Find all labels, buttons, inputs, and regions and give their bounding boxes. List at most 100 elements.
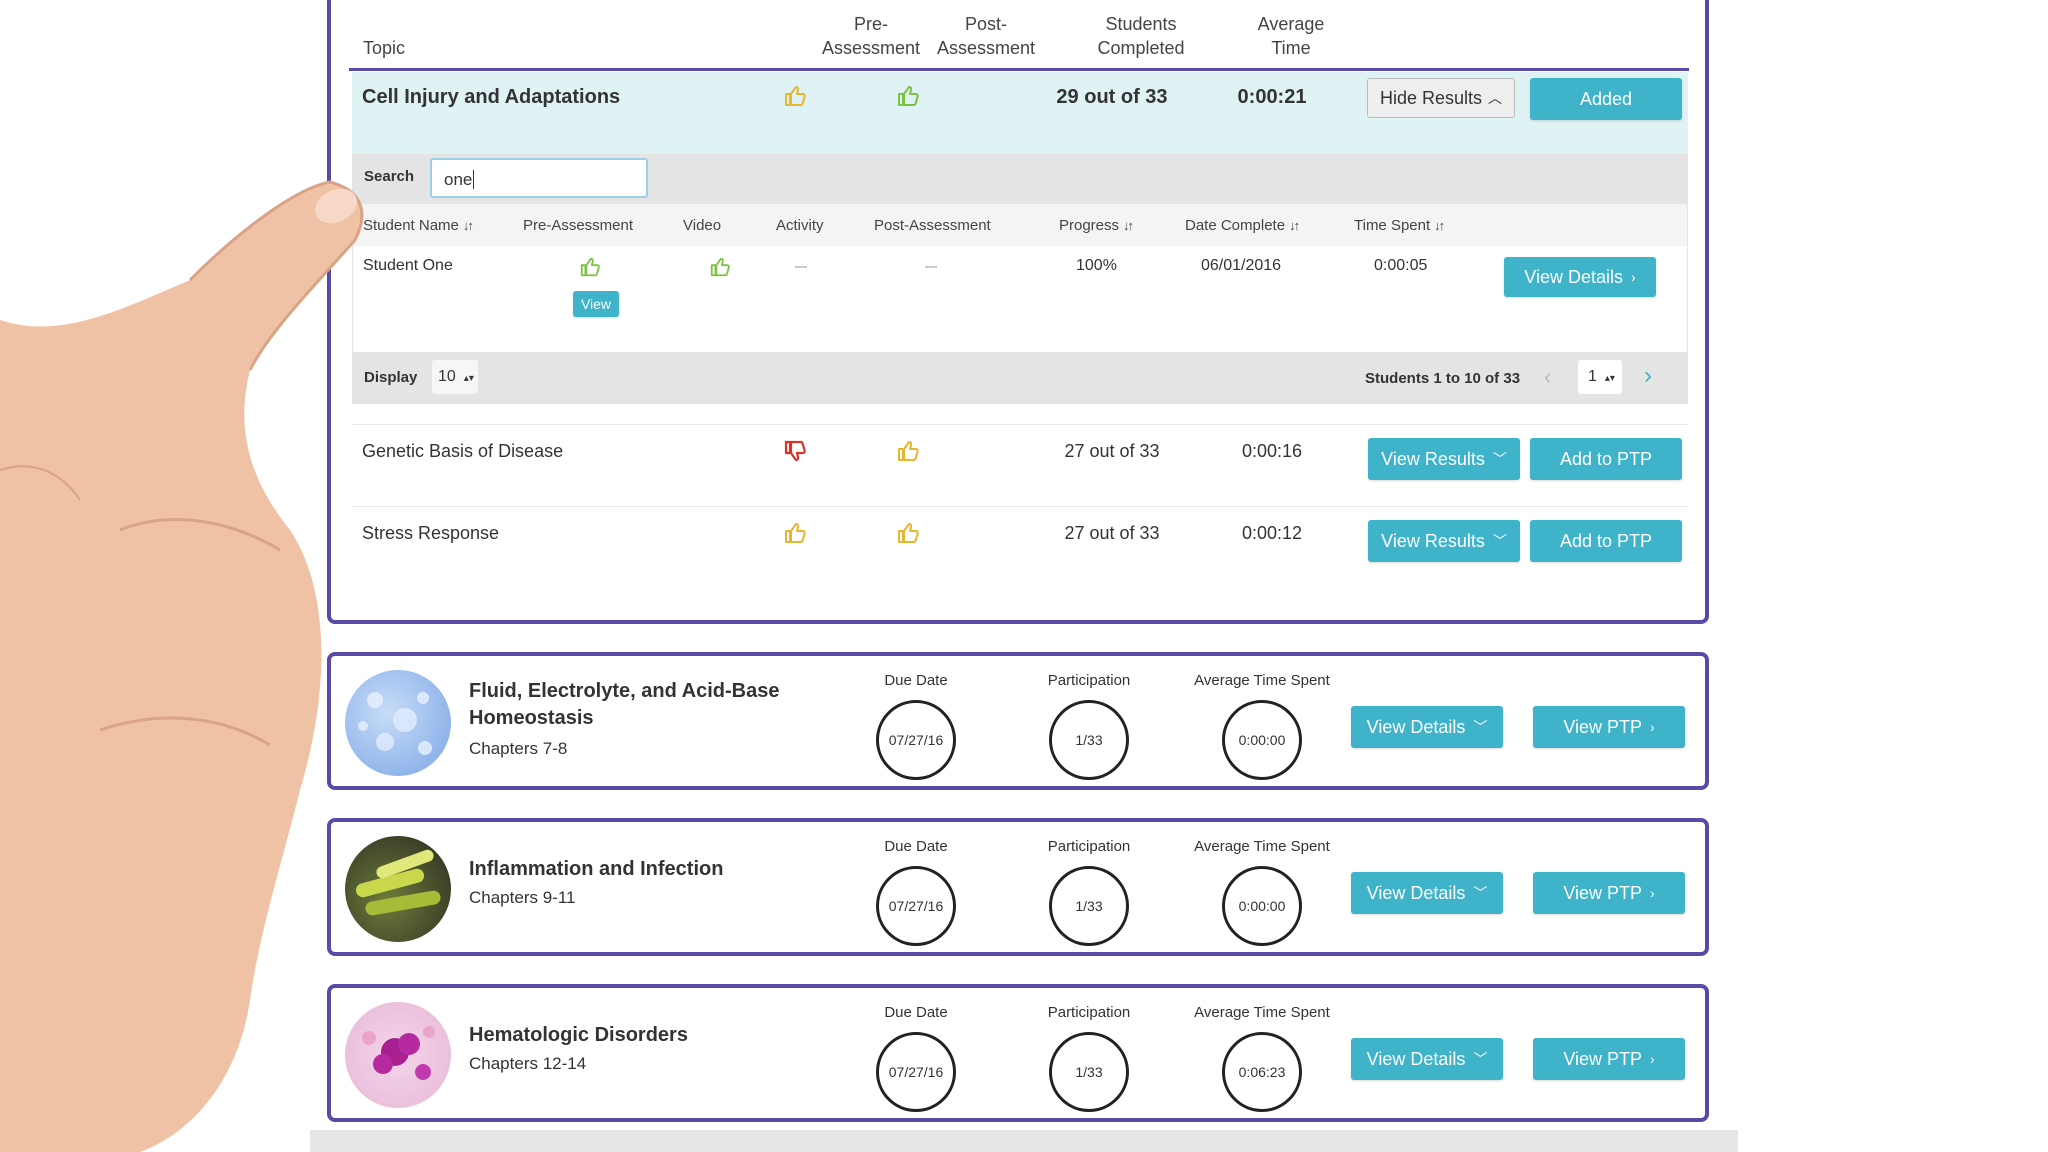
view-results-button[interactable]: View Results ﹀ [1368,438,1520,480]
student-name-column[interactable]: Student Name ↓↑ [363,217,474,234]
hide-results-button[interactable]: Hide Results ︿ [1367,78,1515,118]
participation-label: Participation [1047,672,1131,689]
view-ptp-button[interactable]: View PTP › [1533,872,1685,914]
participation-label: Participation [1047,1004,1131,1021]
view-results-button[interactable]: View Results ﹀ [1368,520,1520,562]
post-assessment-column: Post-Assessment [874,217,991,234]
due-date-label: Due Date [884,1004,948,1021]
sort-icon: ↓↑ [1434,218,1445,233]
average-time-spent-label: Average Time Spent [1194,672,1330,689]
student-table-header [353,204,1687,246]
student-name: Student One [363,257,453,274]
thumbs-up-icon [783,521,807,550]
next-page-icon[interactable]: › [1644,362,1652,389]
post-assessment-empty-dash [925,266,937,268]
average-time-value: 0:00:16 [1241,441,1303,461]
pointing-hand-image [0,180,364,1152]
header-divider [349,68,1689,71]
chevron-down-icon: ﹀ [1473,719,1488,735]
chevron-up-icon: ︿ [1488,90,1503,106]
search-input[interactable]: one [430,158,648,198]
post-assessment-header: Post- Assessment [936,14,1036,58]
module-card: Inflammation and Infection Chapters 9-11… [327,818,1709,956]
chevron-right-icon: › [1650,885,1655,901]
time-spent-value: 0:00:05 [1374,257,1428,274]
thumbs-up-icon [709,256,731,283]
module-chapters: Chapters 12-14 [469,1054,587,1073]
view-ptp-button[interactable]: View PTP › [1533,706,1685,748]
view-pre-assessment-button[interactable]: View [573,291,619,317]
view-details-button[interactable]: View Details › [1504,257,1656,297]
pagination-text: Students 1 to 10 of 33 [1365,370,1521,387]
average-time-spent-ring: 0:00:00 [1222,700,1302,780]
chevron-right-icon: › [1631,269,1636,285]
thumbs-down-icon [783,439,807,468]
thumbs-up-icon [783,84,807,108]
added-button[interactable]: Added [1530,78,1682,120]
display-select[interactable]: 10 ▴▾ [432,360,478,394]
previous-page-icon[interactable]: ‹ [1544,364,1552,389]
view-details-button[interactable]: View Details ﹀ [1351,872,1503,914]
sort-icon: ↓↑ [462,218,474,233]
chevron-right-icon: › [1650,1051,1655,1067]
expanded-topic-row: Cell Injury and Adaptations 29 out of 33… [352,72,1688,154]
chevron-down-icon: ﹀ [1492,451,1507,467]
page-select[interactable]: 1 ▴▾ [1578,360,1622,394]
view-details-button[interactable]: View Details ﹀ [1351,1038,1503,1080]
due-date-ring: 07/27/16 [876,866,956,946]
average-time-spent-label: Average Time Spent [1194,838,1330,855]
view-ptp-button[interactable]: View PTP › [1533,1038,1685,1080]
time-spent-column[interactable]: Time Spent ↓↑ [1354,217,1445,234]
date-complete-column[interactable]: Date Complete ↓↑ [1185,217,1300,234]
pre-assessment-column: Pre-Assessment [523,217,634,234]
participation-ring: 1/33 [1049,700,1129,780]
participation-ring: 1/33 [1049,866,1129,946]
activity-empty-dash [795,266,807,268]
water-droplets-image [345,670,451,776]
progress-column[interactable]: Progress ↓↑ [1059,217,1134,234]
stepper-icon: ▴▾ [463,373,474,384]
pre-assessment-header: Pre- Assessment [821,14,921,58]
average-time-spent-ring: 0:00:00 [1222,866,1302,946]
add-to-ptp-button[interactable]: Add to PTP [1530,520,1682,562]
thumbs-up-icon [896,439,920,468]
activity-column: Activity [776,217,824,234]
topic-name: Genetic Basis of Disease [362,441,564,461]
due-date-label: Due Date [884,838,948,855]
student-results-table: Student Name ↓↑ Pre-Assessment Video Acti… [352,204,1688,352]
students-completed-value: 27 out of 33 [1064,523,1160,543]
students-completed-header: Students Completed [1097,14,1185,58]
due-date-ring: 07/27/16 [876,1032,956,1112]
sort-icon: ↓↑ [1123,218,1134,233]
due-date-label: Due Date [884,672,948,689]
average-time-value: 0:00:21 [1237,86,1307,108]
topic-header: Topic [363,38,406,58]
module-chapters: Chapters 9-11 [469,888,576,907]
footer-strip [310,1130,1738,1152]
chevron-down-icon: ﹀ [1473,885,1488,901]
module-card: Fluid, Electrolyte, and Acid-Base Homeos… [327,652,1709,790]
search-value: one [444,170,473,189]
blood-cells-image [345,1002,451,1108]
topic-name: Stress Response [362,523,500,543]
row-divider [352,424,1688,425]
thumbs-up-icon [896,84,920,108]
chevron-down-icon: ﹀ [1473,1051,1488,1067]
average-time-spent-label: Average Time Spent [1194,1004,1330,1021]
thumbs-up-icon [579,256,601,283]
topic-row: Stress Response 27 out of 33 0:00:12 Vie… [352,507,1688,587]
add-to-ptp-button[interactable]: Add to PTP [1530,438,1682,480]
topic-results-card: Topic Pre- Assessment Post- Assessment S… [327,0,1709,624]
average-time-header: Average Time [1257,14,1325,58]
added-label: Added [1579,88,1633,109]
video-column: Video [683,217,722,234]
module-chapters: Chapters 7-8 [469,739,568,758]
chevron-down-icon: ﹀ [1492,533,1507,549]
stepper-icon: ▴▾ [1604,373,1615,384]
due-date-ring: 07/27/16 [876,700,956,780]
module-title: Inflammation and Infection [469,858,724,880]
sort-icon: ↓↑ [1289,218,1300,233]
bacteria-image [345,836,451,942]
view-details-button[interactable]: View Details ﹀ [1351,706,1503,748]
average-time-spent-ring: 0:06:23 [1222,1032,1302,1112]
